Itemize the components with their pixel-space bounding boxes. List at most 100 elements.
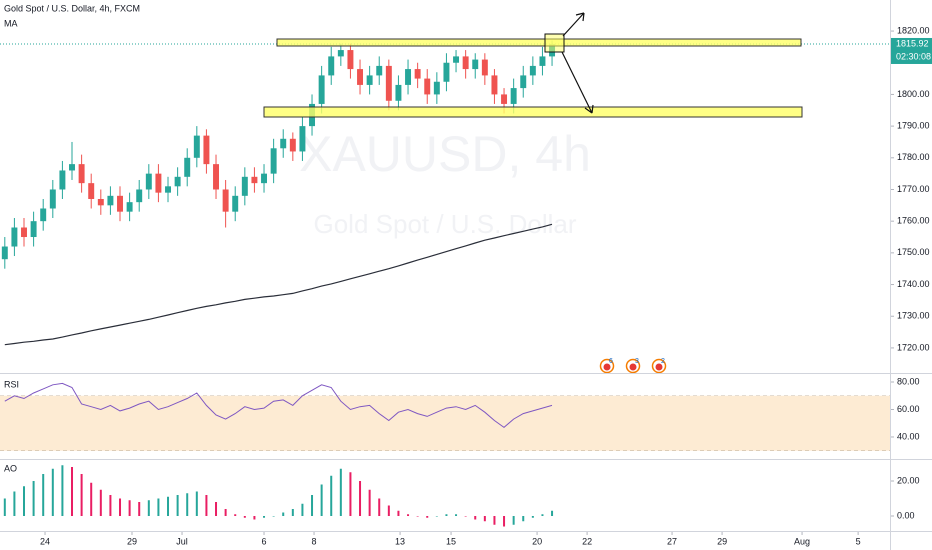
candle-body (11, 227, 18, 247)
ao-bar (359, 481, 362, 516)
candle-body (385, 65, 392, 101)
y-tick-label: 1750.00 (897, 247, 930, 257)
ao-bar (503, 516, 506, 527)
candle-body (481, 59, 488, 76)
ao-bar (32, 481, 35, 516)
ao-bar (13, 491, 16, 516)
candle-body (184, 157, 191, 177)
candle-body (261, 173, 267, 184)
ao-bar (426, 516, 429, 518)
ao-bar (455, 514, 458, 516)
candle-body (30, 221, 37, 238)
candle-body (232, 195, 239, 212)
y-tick-label: 1790.00 (897, 120, 930, 130)
candle-body (491, 75, 498, 95)
candle-body (21, 227, 27, 238)
ao-bar (541, 514, 544, 516)
ao-bar (186, 493, 189, 516)
x-tick-label: 22 (582, 536, 592, 546)
ao-bar (109, 495, 112, 516)
candle-body (443, 62, 450, 82)
x-tick-label: 29 (717, 536, 727, 546)
y-tick-label: 60.00 (897, 404, 920, 414)
ao-bar (368, 489, 371, 516)
y-tick-label: 1730.00 (897, 311, 930, 321)
candle-body (126, 202, 133, 212)
ao-bar (99, 489, 102, 516)
watermark-description: Gold Spot / U.S. Dollar (314, 209, 577, 239)
candle-body (520, 75, 527, 89)
y-tick-label: 80.00 (897, 376, 920, 386)
ao-bar (311, 495, 314, 516)
ao-bar (522, 516, 525, 522)
ao-bar (90, 482, 93, 516)
y-tick-label: 1780.00 (897, 152, 930, 162)
ao-title: AO (4, 463, 17, 473)
ao-bar (301, 503, 304, 516)
x-tick-label: 13 (395, 536, 405, 546)
x-tick-label: 8 (312, 536, 317, 546)
arrow-down (561, 51, 594, 114)
ao-bar (253, 516, 256, 520)
candle-body (97, 198, 104, 206)
candle-body (366, 75, 373, 85)
candle-body (433, 81, 440, 95)
x-tick-label: 29 (127, 536, 137, 546)
ao-bar (176, 495, 179, 516)
candle-body (453, 56, 460, 63)
ao-bar (474, 516, 477, 520)
event-flag (655, 363, 663, 371)
x-tick-label: 6 (262, 536, 267, 546)
ao-bar (42, 474, 45, 516)
ao-bar (320, 484, 323, 516)
ao-bar (339, 468, 342, 516)
candle-body (88, 183, 95, 199)
candle-body (145, 173, 152, 190)
last-price-label: 1815.92 (896, 38, 929, 48)
x-tick-label: 15 (446, 536, 456, 546)
ao-bar (243, 516, 246, 518)
ao-bar (128, 500, 131, 516)
y-tick-label: 1800.00 (897, 89, 930, 99)
candle-body (241, 176, 248, 196)
candle-body (405, 69, 412, 85)
countdown-label: 02:30:08 (896, 51, 931, 61)
candle-body (40, 208, 47, 222)
ao-bar (378, 498, 381, 516)
event-flag (603, 363, 611, 371)
y-tick-label: 0.00 (897, 510, 915, 520)
candle-body (251, 176, 258, 184)
y-tick-label: 1760.00 (897, 216, 930, 226)
candle-body (203, 135, 210, 165)
ao-bar (215, 502, 218, 516)
candle-body (376, 65, 383, 76)
candle-body (289, 138, 296, 152)
breakout-box (544, 33, 565, 53)
candle-body (424, 78, 431, 95)
ao-bar (195, 491, 198, 516)
x-tick-label: Aug (794, 536, 810, 546)
ao-bar (531, 516, 534, 518)
support-zone (263, 106, 803, 118)
arrow-up (562, 12, 585, 37)
plot-layer: 1720.00 1730.00 1740.00 1750.00 1760.00 1770.… (0, 25, 932, 546)
candle-body (357, 69, 364, 85)
candle-body (539, 56, 546, 66)
candle-body (107, 195, 114, 206)
candle-body (462, 56, 469, 70)
event-count: 3 (635, 358, 639, 365)
ao-bar (282, 512, 285, 516)
candle-body (501, 94, 508, 104)
x-tick-label: 20 (532, 536, 542, 546)
ao-bar (224, 509, 227, 516)
resistance-zone (276, 38, 802, 47)
ao-bar (138, 502, 141, 516)
rsi-band (0, 395, 890, 451)
candle-body (193, 135, 200, 158)
y-tick-label: 1820.00 (897, 25, 930, 35)
ao-bar (435, 516, 438, 517)
candle-body (280, 138, 287, 149)
ao-bar (330, 475, 333, 516)
ao-bar (263, 516, 266, 518)
